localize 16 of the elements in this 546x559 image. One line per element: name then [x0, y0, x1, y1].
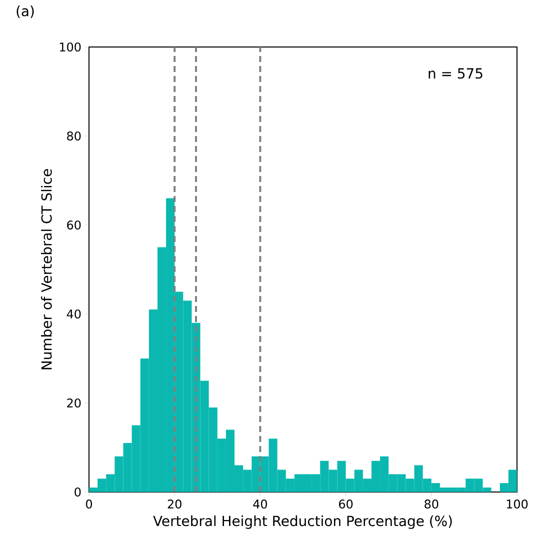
x-tick-label: 60	[339, 500, 353, 509]
y-tick-label: 60	[67, 220, 81, 230]
y-tick-label: 20	[67, 398, 81, 408]
chart-title: (a)	[16, 6, 34, 18]
x-tick-label: 80	[424, 500, 438, 509]
y-tick-label: 100	[60, 42, 81, 52]
y-tick-label: 40	[66, 309, 81, 319]
y-tick-label: 0	[74, 487, 81, 497]
x-tick-label: 40	[253, 500, 268, 509]
x-tick-label: 100	[506, 500, 528, 509]
y-tick-label: 80	[67, 131, 81, 141]
x-tick-label: 0	[86, 500, 92, 509]
x-axis-title: Vertebral Height Reduction Percentage (%)	[153, 515, 452, 529]
annotation: n = 575	[428, 68, 482, 79]
y-axis-title: Number of Vertebral CT Slice	[41, 169, 52, 370]
x-tick-label: 20	[168, 500, 182, 509]
